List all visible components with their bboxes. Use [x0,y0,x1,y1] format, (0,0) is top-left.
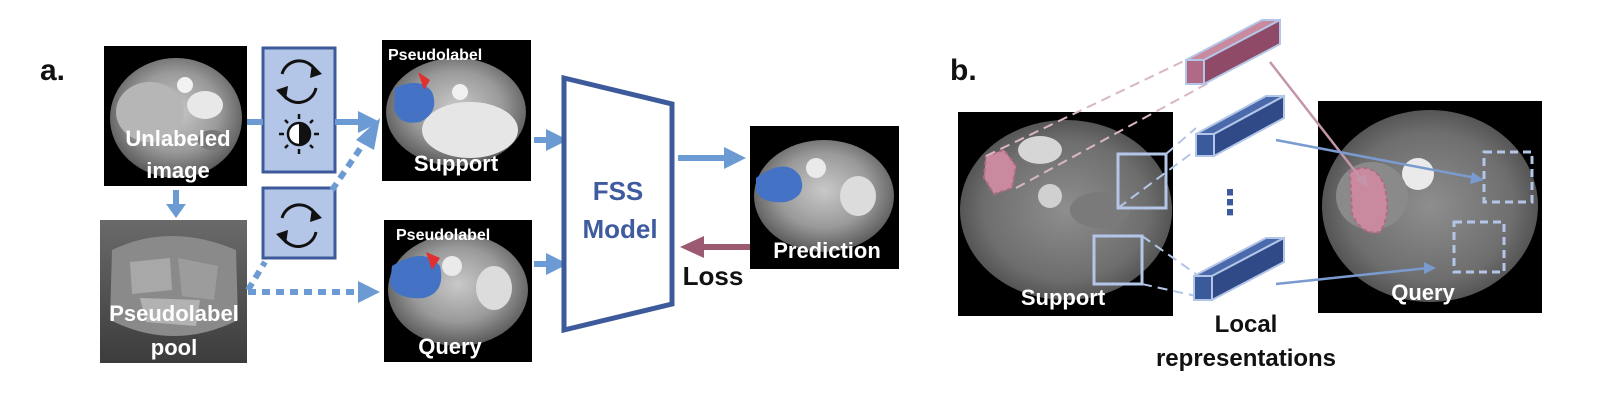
local-representations-label-2: representations [1156,345,1336,372]
arrow-query-to-model [534,253,568,275]
model-label-1: FSS [593,176,644,206]
prediction-image: Prediction [750,126,899,269]
query-label: Query [418,334,482,359]
vertical-ellipsis: ⋮ [1213,184,1247,222]
unlabeled-image: Unlabeled image [104,46,247,186]
loss-arrow [680,236,750,258]
dotted-arrow-pool-to-query [248,281,380,303]
arrow-to-pool [166,190,186,218]
unlabeled-image-label-1: Unlabeled [125,126,230,151]
support-ct-image: Support [958,112,1173,316]
support-ct-label: Support [1021,285,1106,310]
pool-label-1: Pseudolabel [109,301,239,326]
fss-model: FSS Model [561,74,675,334]
query-pseudolabel-text: Pseudolabel [396,227,490,244]
brightness-icon [279,114,319,154]
prediction-label: Prediction [773,238,881,263]
pseudolabel-pool: Pseudolabel pool [100,220,247,363]
arrow-model-to-prediction [678,147,746,169]
query-ct-label: Query [1391,280,1455,305]
rotate-icon [276,59,322,104]
local-representations-label-1: Local [1215,311,1278,338]
arrow-image-to-support [247,111,380,133]
support-pseudolabel-text: Pseudolabel [388,47,482,64]
query-image: Pseudolabel Query [384,220,532,362]
panel-a-letter: a. [40,54,65,87]
support-image: Pseudolabel Support [382,40,531,181]
augmentation-box-rotate [261,186,337,260]
feature-vector-pink [1185,18,1281,86]
projection-lines [985,59,1211,297]
rotate-icon [276,203,322,248]
loss-label: Loss [683,261,744,291]
arrow-support-to-model [534,129,568,151]
query-ct-image: Query [1318,101,1542,313]
panel-b-letter: b. [950,54,977,87]
matching-arrows [1269,61,1484,286]
pool-label-2: pool [151,335,197,360]
feature-vector-blue-1 [1195,94,1285,158]
unlabeled-image-label-2: image [146,158,210,183]
model-label-2: Model [582,214,657,244]
augmentation-box-rotate-brightness [261,46,337,174]
support-label: Support [414,151,499,176]
feature-vector-blue-2 [1193,236,1285,302]
dotted-arrow-pool-to-support [245,118,380,292]
